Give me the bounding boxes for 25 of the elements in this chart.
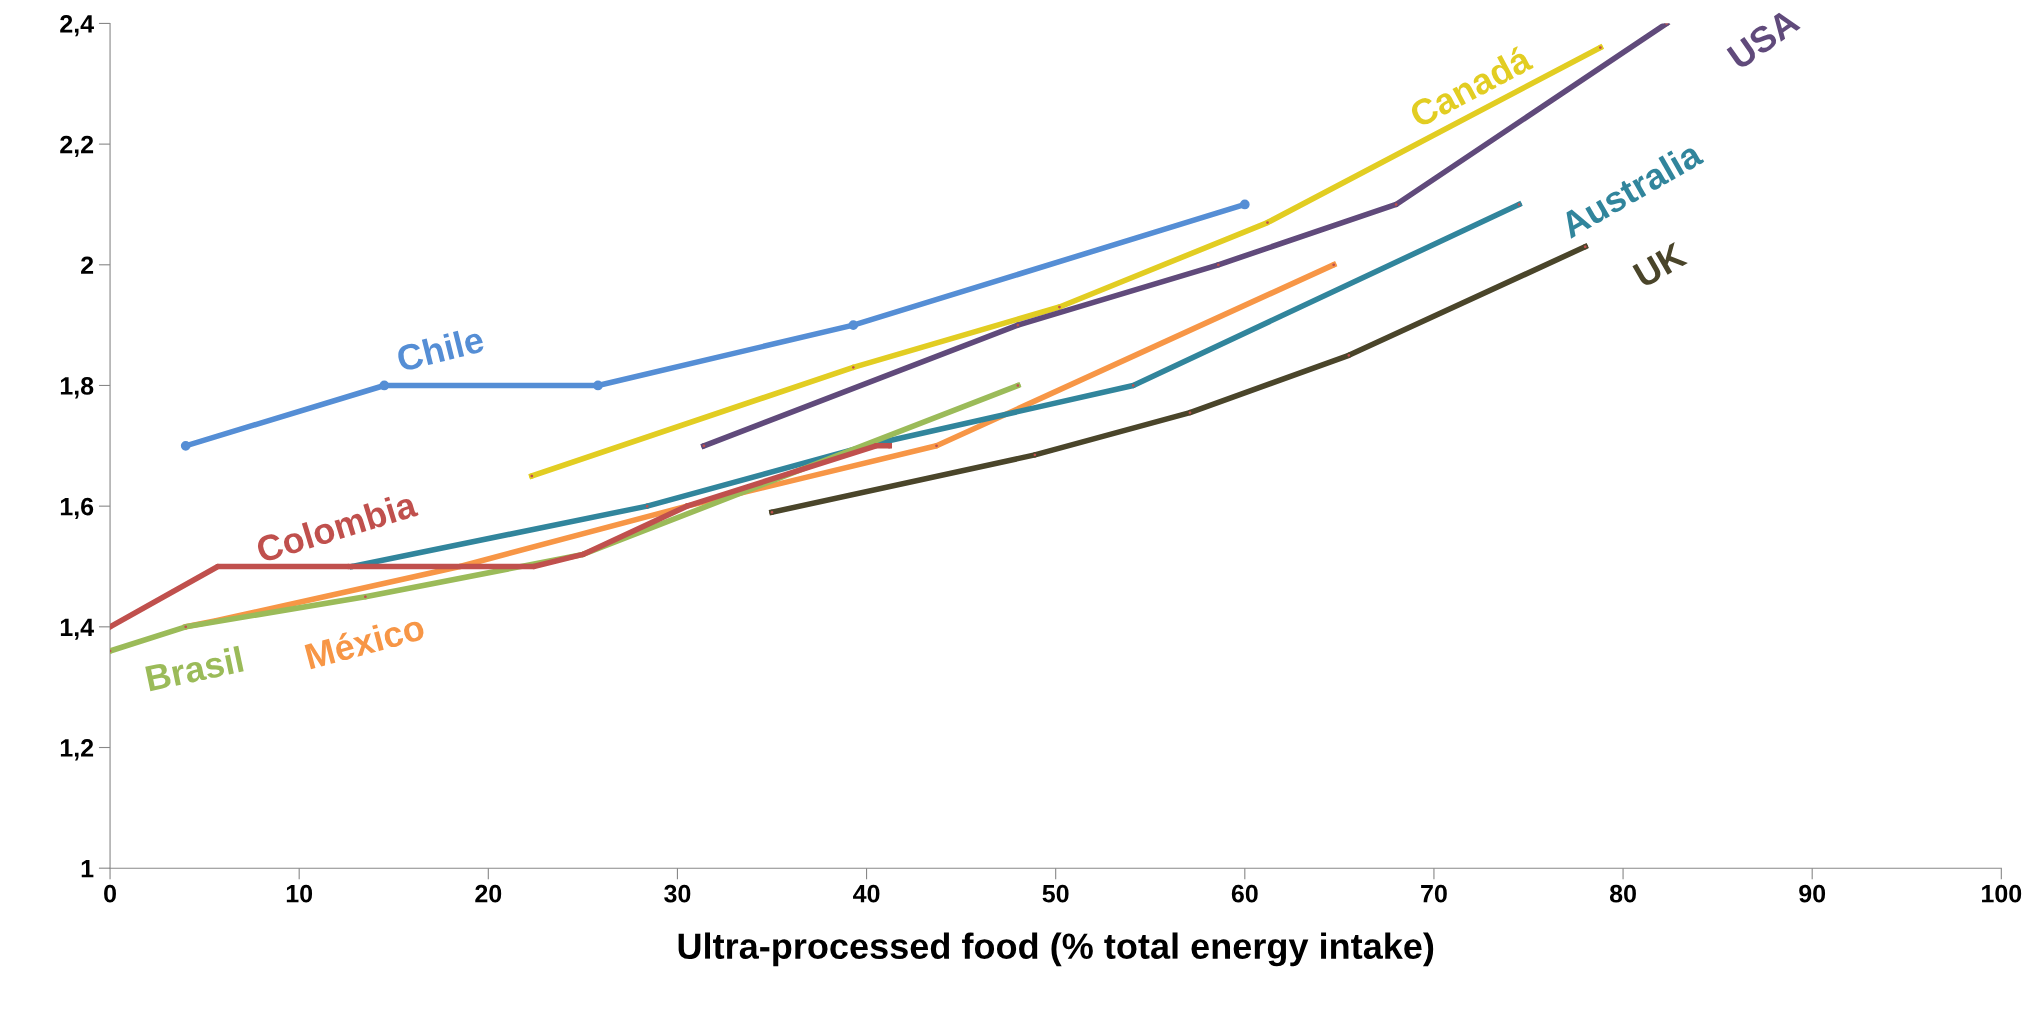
y-tick-label: 2,4	[60, 15, 94, 37]
y-tick-label: 2	[81, 256, 94, 274]
y-tick-label: 1,6	[60, 497, 94, 520]
x-tick-label: 80	[1609, 884, 1636, 903]
x-tick-label: 20	[475, 884, 502, 903]
text: México	[304, 612, 426, 670]
x-tick-label: 30	[664, 884, 691, 903]
x-tick-label: 10	[286, 884, 313, 903]
x-tick-label: 60	[1231, 884, 1258, 903]
x-axis-title: Ultra-processed food (% total energy intake)	[678, 932, 1434, 967]
x-tick-label: 100	[1982, 884, 2022, 903]
text: UK	[1632, 241, 1689, 289]
x-tick-label: 70	[1421, 884, 1447, 903]
text: Brasil	[144, 645, 244, 692]
y-tick-label: 1,8	[60, 377, 94, 399]
x-tick-label: 50	[1042, 884, 1069, 903]
x-tick-label: 90	[1799, 884, 1826, 903]
y-tick-label: 1,2	[60, 739, 94, 761]
x-tick-label: 40	[853, 884, 880, 903]
text: USA	[1726, 7, 1801, 71]
y-tick-label: 1	[81, 860, 94, 878]
text: Chile	[395, 325, 486, 373]
y-tick-label: 2,2	[60, 135, 94, 158]
x-tick-label: 0	[104, 884, 116, 903]
y-tick-label: 1,4	[60, 618, 94, 640]
